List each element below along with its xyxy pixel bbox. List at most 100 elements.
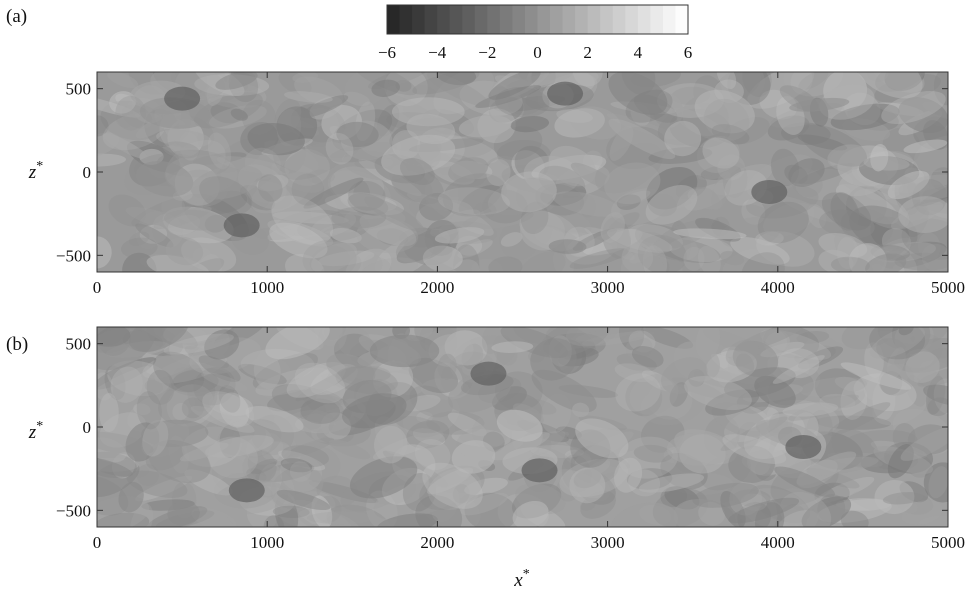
flow-structure bbox=[628, 224, 683, 252]
flow-structure bbox=[790, 72, 844, 97]
flow-structure bbox=[423, 258, 465, 272]
flow-structure bbox=[416, 411, 433, 423]
flow-structure bbox=[669, 382, 689, 407]
flow-structure bbox=[921, 243, 948, 272]
flow-structure bbox=[631, 346, 664, 368]
flow-structure bbox=[464, 492, 518, 527]
dark-patch bbox=[751, 180, 788, 204]
flow-structure bbox=[406, 420, 450, 449]
flow-structure bbox=[910, 327, 948, 345]
flow-structure bbox=[898, 174, 948, 200]
flow-structure bbox=[830, 256, 870, 272]
panel-label-b: (b) bbox=[6, 334, 28, 355]
flow-structure bbox=[520, 210, 565, 251]
flow-structure bbox=[302, 239, 357, 272]
flow-structure bbox=[271, 384, 345, 424]
colorbar-cell bbox=[474, 5, 488, 34]
flow-structure bbox=[488, 256, 523, 272]
flow-structure bbox=[506, 72, 573, 89]
flow-structure bbox=[641, 327, 694, 349]
flow-structure bbox=[900, 426, 948, 461]
flow-structure bbox=[348, 180, 386, 211]
dark-patch bbox=[470, 361, 507, 386]
colorbar-tick-label: −6 bbox=[378, 43, 396, 62]
flow-structure bbox=[692, 482, 759, 508]
flow-structure bbox=[495, 87, 550, 118]
flow-structure bbox=[191, 507, 237, 527]
x-tick-label: 0 bbox=[93, 533, 102, 552]
flow-structure bbox=[369, 334, 440, 368]
flow-structure bbox=[737, 501, 772, 527]
flow-structure bbox=[238, 363, 287, 385]
flow-structure bbox=[247, 122, 305, 156]
flow-structure bbox=[358, 158, 422, 197]
flow-structure bbox=[604, 162, 661, 205]
colorbar-tick-label: 6 bbox=[684, 43, 693, 62]
flow-structure bbox=[887, 170, 930, 200]
flow-structure bbox=[316, 475, 359, 508]
flow-structure bbox=[118, 481, 144, 513]
flow-structure bbox=[448, 157, 489, 183]
flow-structure bbox=[500, 232, 523, 247]
colorbar-cell bbox=[600, 5, 614, 34]
flow-structure bbox=[799, 376, 868, 398]
flow-structure bbox=[408, 357, 458, 394]
flow-structure bbox=[669, 236, 733, 263]
flow-structure bbox=[717, 203, 773, 231]
flow-structure bbox=[343, 91, 371, 107]
flow-structure bbox=[673, 341, 721, 382]
flow-structure bbox=[633, 444, 673, 463]
x-tick-label: 5000 bbox=[931, 278, 965, 297]
y-axis-label-a: z* bbox=[28, 159, 43, 183]
colorbar-cell bbox=[562, 5, 576, 34]
flow-structure bbox=[700, 165, 742, 180]
flow-structure bbox=[167, 501, 200, 526]
colorbar-cell bbox=[550, 5, 564, 34]
flow-structure bbox=[664, 120, 702, 157]
heatmap-a bbox=[97, 72, 948, 272]
flow-structure bbox=[471, 258, 504, 272]
flow-structure bbox=[418, 72, 445, 88]
flow-structure bbox=[903, 139, 948, 154]
x-tick-label: 4000 bbox=[761, 533, 795, 552]
flow-structure bbox=[628, 330, 656, 353]
flow-structure bbox=[461, 343, 484, 370]
heatmap-a-structures bbox=[97, 72, 948, 272]
flow-structure bbox=[255, 462, 315, 483]
flow-structure bbox=[230, 108, 248, 121]
flow-structure bbox=[281, 445, 329, 468]
y-tick-label: −500 bbox=[56, 246, 91, 265]
flow-structure bbox=[364, 196, 424, 232]
flow-structure bbox=[391, 170, 433, 202]
y-tick-label: 500 bbox=[66, 335, 92, 354]
colorbar-cell bbox=[449, 5, 463, 34]
flow-structure bbox=[179, 131, 200, 161]
flow-structure bbox=[616, 194, 641, 210]
flow-structure bbox=[841, 327, 897, 350]
flow-structure bbox=[779, 491, 832, 527]
colorbar-cells bbox=[387, 5, 689, 34]
flow-structure bbox=[840, 380, 868, 420]
flow-structure bbox=[250, 458, 278, 475]
x-tick-label: 3000 bbox=[591, 278, 625, 297]
flow-structure bbox=[905, 201, 929, 238]
flow-structure bbox=[901, 218, 948, 260]
flow-structure bbox=[272, 211, 349, 225]
y-tick-label: 500 bbox=[66, 80, 92, 99]
flow-structure bbox=[791, 168, 823, 198]
flow-structure bbox=[493, 126, 543, 161]
flow-structure bbox=[146, 369, 175, 405]
flow-structure bbox=[258, 463, 283, 497]
colorbar-ticks: −6 −4 −2 0 2 4 6 bbox=[378, 43, 692, 62]
flow-structure bbox=[97, 366, 150, 399]
flow-structure bbox=[671, 377, 724, 399]
flow-structure bbox=[402, 472, 437, 512]
flow-structure bbox=[891, 201, 932, 230]
flow-structure bbox=[135, 223, 174, 248]
flow-structure bbox=[705, 350, 757, 383]
flow-structure bbox=[625, 378, 663, 417]
flow-structure bbox=[796, 331, 830, 344]
flow-structure bbox=[629, 374, 679, 415]
flow-structure bbox=[431, 487, 460, 523]
flow-structure bbox=[720, 490, 746, 527]
